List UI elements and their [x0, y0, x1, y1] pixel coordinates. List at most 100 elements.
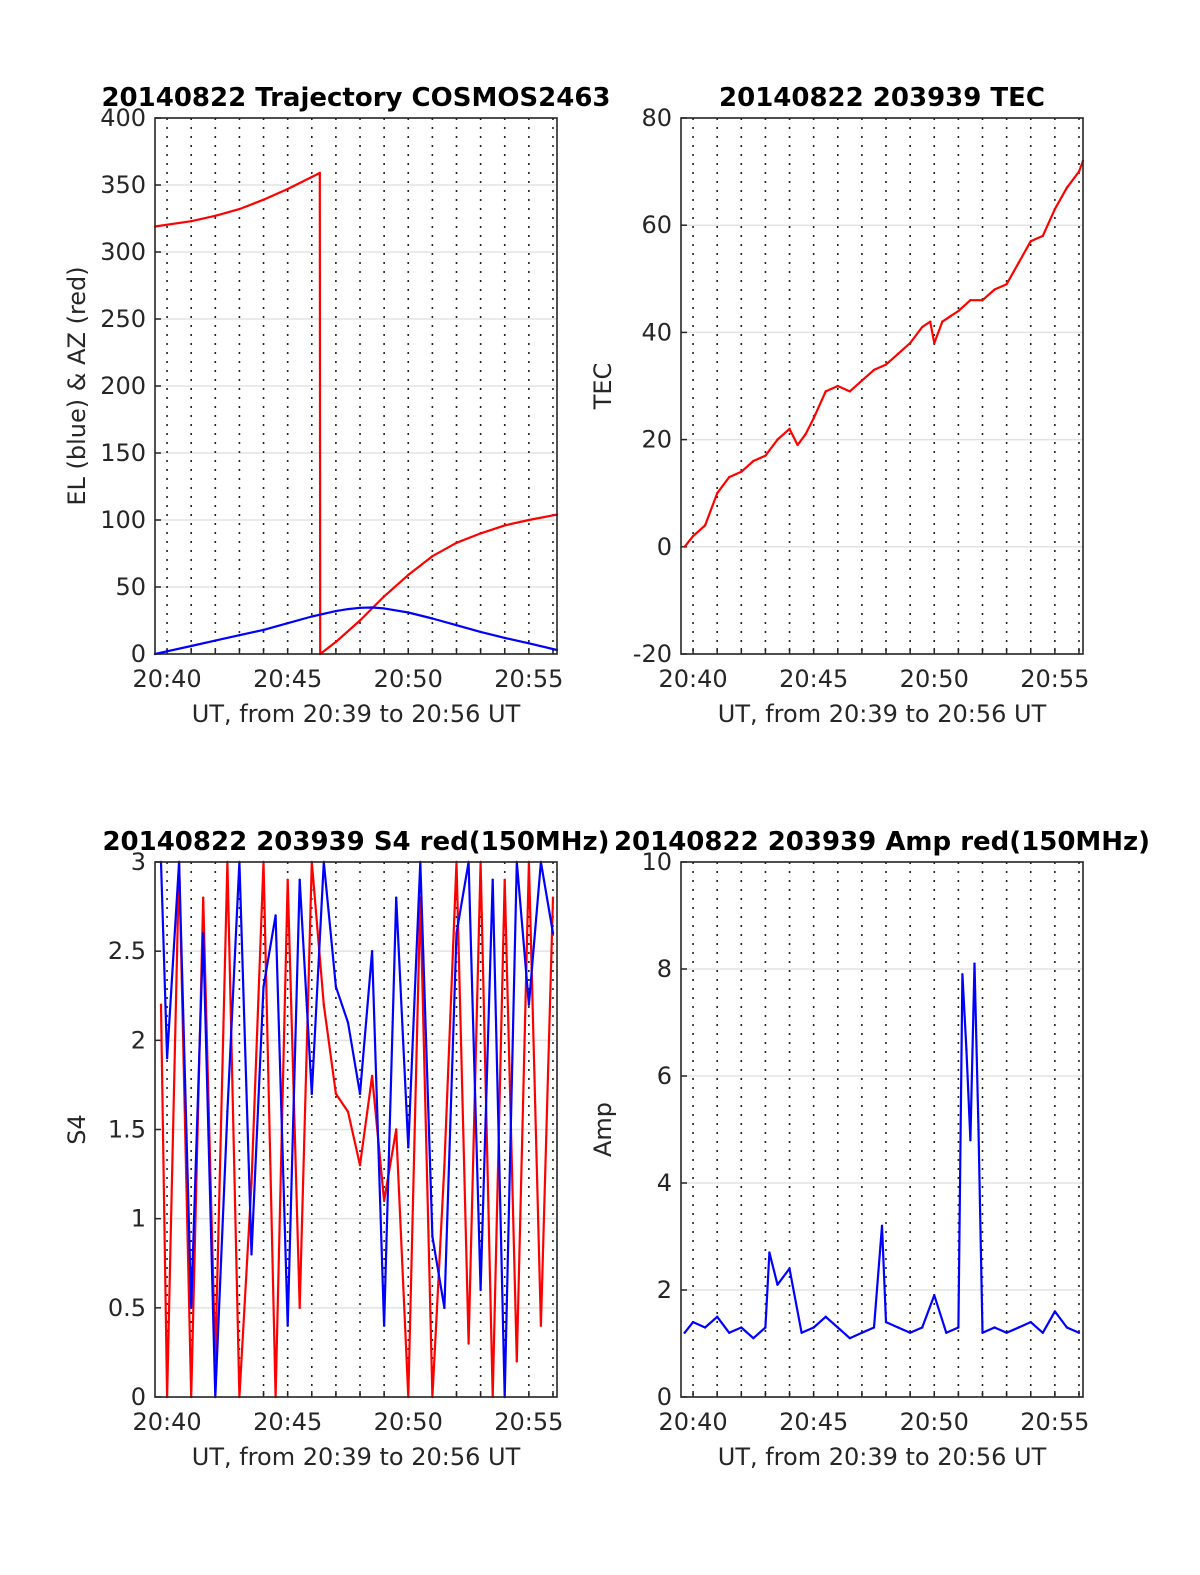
data-point [370, 949, 374, 953]
data-point [1005, 282, 1008, 286]
data-point [262, 628, 265, 632]
data-point [370, 1074, 374, 1078]
data-point [1017, 1326, 1020, 1329]
data-point [1041, 234, 1045, 238]
data-point [683, 545, 686, 548]
data-point [503, 524, 506, 527]
data-point [238, 207, 241, 211]
data-point [515, 1360, 518, 1363]
chart-tec: -20 0 20 40 60 80 20:40 20:45 20:50 20:55 20140822… [589, 83, 1089, 728]
data-point [921, 325, 924, 329]
data-point [382, 1199, 386, 1203]
data-point [407, 1146, 410, 1149]
series-line [683, 160, 1085, 548]
data-point [740, 470, 743, 473]
y-tick-label: 2 [657, 1276, 672, 1304]
data-point [1077, 170, 1081, 173]
data-point [768, 1251, 771, 1254]
data-point [358, 606, 362, 609]
data-point [1065, 186, 1069, 189]
series-line [159, 860, 555, 1399]
series-line [159, 860, 555, 1399]
data-point [479, 532, 482, 535]
chart-trajectory: 0 50 100 150 200 250 300 350 400 20:40 20:45 20:50 2… [63, 83, 611, 728]
data-point [479, 630, 482, 634]
data-point [358, 1163, 362, 1167]
data-point [1041, 1331, 1045, 1335]
data-point [503, 636, 506, 640]
data-point [969, 1139, 972, 1142]
chart-title: 20140822 203939 Amp red(150MHz) [614, 827, 1150, 857]
x-tick-label: 20:40 [132, 665, 201, 693]
data-point [1017, 261, 1020, 264]
x-tick-label: 20:50 [374, 665, 443, 693]
data-point [752, 459, 755, 463]
data-point [395, 1128, 398, 1131]
data-point [455, 932, 458, 935]
y-tick-label: 10 [641, 848, 672, 876]
data-point [896, 1326, 900, 1329]
data-point [503, 878, 506, 882]
data-point [728, 1331, 731, 1335]
data-point [491, 878, 494, 882]
data-point [286, 621, 289, 625]
data-point [214, 214, 217, 218]
data-point [715, 492, 719, 495]
y-tick-label: -20 [633, 640, 672, 668]
data-point [286, 878, 289, 882]
data-point [1005, 1331, 1008, 1335]
data-point [527, 642, 531, 645]
data-point [776, 438, 779, 441]
data-point [740, 1326, 743, 1329]
data-point [286, 187, 289, 191]
axes-frame [680, 861, 1084, 1398]
y-tick-label: 50 [115, 573, 146, 601]
data-point [703, 1326, 707, 1329]
data-point [346, 1110, 350, 1113]
y-axis-label: S4 [63, 1114, 91, 1145]
data-point [226, 1110, 229, 1113]
data-point [358, 619, 362, 622]
chart-s4: 0 0.5 1 1.5 2 2.5 3 20:40 20:45 20:50 20:55 2014082… [63, 827, 610, 1471]
data-point [921, 1326, 924, 1329]
x-tick-label: 20:55 [1020, 665, 1089, 693]
series-line [154, 606, 558, 656]
y-tick-label: 6 [657, 1062, 672, 1090]
axes-frame [680, 117, 1084, 655]
data-point [370, 606, 374, 609]
data-point [165, 650, 169, 653]
x-tick-label: 20:45 [253, 1408, 322, 1436]
data-point [969, 299, 972, 302]
data-point [836, 384, 839, 388]
y-tick-label: 2.5 [108, 937, 146, 965]
data-point [715, 1315, 719, 1318]
data-point [346, 607, 350, 611]
data-point [981, 1331, 984, 1335]
data-point [431, 554, 434, 558]
data-point [824, 390, 827, 393]
x-axis-label: UT, from 20:39 to 20:56 UT [192, 1443, 521, 1471]
data-point [804, 433, 807, 436]
data-point [993, 1326, 996, 1329]
data-point [764, 1326, 767, 1329]
data-point [202, 932, 205, 935]
data-point [703, 524, 707, 527]
data-point [431, 1235, 434, 1238]
data-point [322, 1003, 326, 1006]
y-tick-label: 8 [657, 955, 672, 983]
data-point [752, 1336, 755, 1340]
data-point [872, 368, 876, 372]
data-point [933, 341, 936, 345]
data-point [382, 595, 386, 598]
chart-title: 20140822 203939 S4 red(150MHz) [102, 827, 609, 857]
y-tick-label: 150 [100, 439, 146, 467]
data-point [262, 198, 265, 201]
data-point [788, 427, 791, 431]
data-point [728, 475, 731, 479]
data-point [407, 611, 410, 614]
data-point [848, 1336, 852, 1340]
data-point [860, 379, 864, 382]
data-point [298, 1306, 301, 1310]
data-point [346, 1021, 350, 1024]
data-point [250, 1253, 253, 1256]
